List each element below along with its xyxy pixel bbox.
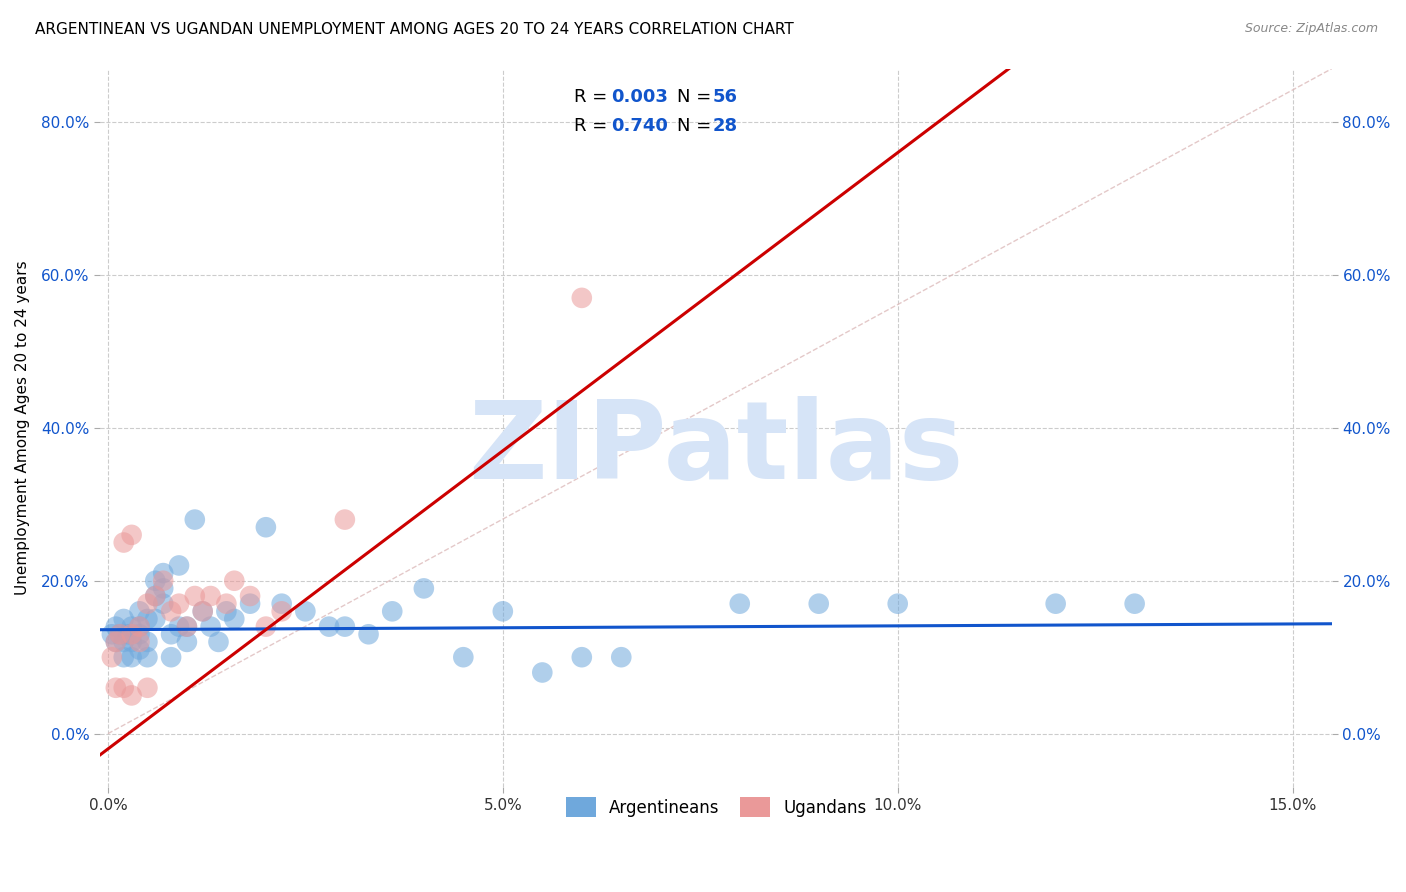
- Text: R =: R =: [575, 88, 613, 106]
- Point: [531, 665, 554, 680]
- Point: [270, 604, 292, 618]
- Point: [143, 589, 166, 603]
- Point: [112, 681, 135, 695]
- Point: [207, 635, 229, 649]
- Point: [136, 597, 159, 611]
- Point: [239, 597, 262, 611]
- Point: [381, 604, 404, 618]
- Text: 28: 28: [713, 117, 738, 135]
- Point: [152, 574, 174, 588]
- Point: [1123, 597, 1146, 611]
- Point: [412, 582, 434, 596]
- Point: [239, 589, 262, 603]
- Point: [167, 597, 190, 611]
- Point: [160, 650, 183, 665]
- Point: [143, 574, 166, 588]
- Point: [176, 619, 198, 633]
- Point: [270, 597, 292, 611]
- Point: [136, 635, 159, 649]
- Point: [160, 627, 183, 641]
- Point: [136, 612, 159, 626]
- Text: 56: 56: [713, 88, 737, 106]
- Point: [121, 627, 143, 641]
- Point: [571, 291, 593, 305]
- Point: [152, 566, 174, 580]
- Point: [176, 619, 198, 633]
- Point: [104, 681, 127, 695]
- Text: Source: ZipAtlas.com: Source: ZipAtlas.com: [1244, 22, 1378, 36]
- Point: [224, 612, 246, 626]
- Point: [136, 650, 159, 665]
- Point: [104, 635, 127, 649]
- Point: [728, 597, 751, 611]
- Point: [112, 612, 135, 626]
- Point: [128, 635, 150, 649]
- Point: [1045, 597, 1067, 611]
- Point: [254, 520, 277, 534]
- Point: [215, 597, 238, 611]
- Point: [191, 604, 214, 618]
- Point: [167, 558, 190, 573]
- Point: [112, 535, 135, 549]
- Point: [117, 627, 139, 641]
- Point: [121, 528, 143, 542]
- Point: [254, 619, 277, 633]
- Point: [112, 635, 135, 649]
- Legend: Argentineans, Ugandans: Argentineans, Ugandans: [558, 789, 875, 826]
- Text: ARGENTINEAN VS UGANDAN UNEMPLOYMENT AMONG AGES 20 TO 24 YEARS CORRELATION CHART: ARGENTINEAN VS UGANDAN UNEMPLOYMENT AMON…: [35, 22, 794, 37]
- Point: [104, 635, 127, 649]
- Point: [108, 627, 131, 641]
- Point: [121, 635, 143, 649]
- Point: [200, 619, 222, 633]
- Point: [571, 650, 593, 665]
- Point: [333, 619, 356, 633]
- Point: [453, 650, 475, 665]
- Point: [108, 627, 131, 641]
- Point: [318, 619, 340, 633]
- Point: [136, 681, 159, 695]
- Point: [191, 604, 214, 618]
- Text: ZIPatlas: ZIPatlas: [468, 396, 963, 502]
- Point: [121, 619, 143, 633]
- Point: [143, 612, 166, 626]
- Point: [121, 627, 143, 641]
- Point: [143, 589, 166, 603]
- Point: [357, 627, 380, 641]
- Point: [121, 650, 143, 665]
- Text: N =: N =: [676, 117, 717, 135]
- Point: [152, 597, 174, 611]
- Point: [215, 604, 238, 618]
- Point: [128, 619, 150, 633]
- Point: [886, 597, 908, 611]
- Point: [807, 597, 830, 611]
- Point: [101, 627, 124, 641]
- Point: [128, 642, 150, 657]
- Point: [167, 619, 190, 633]
- Point: [101, 650, 124, 665]
- Point: [128, 604, 150, 618]
- Point: [112, 650, 135, 665]
- Point: [176, 635, 198, 649]
- Point: [121, 689, 143, 703]
- Text: N =: N =: [676, 88, 717, 106]
- Text: R =: R =: [575, 117, 613, 135]
- Point: [152, 582, 174, 596]
- Text: 0.003: 0.003: [612, 88, 668, 106]
- Point: [128, 619, 150, 633]
- Point: [104, 619, 127, 633]
- Text: 0.740: 0.740: [612, 117, 668, 135]
- Point: [294, 604, 316, 618]
- Point: [184, 589, 207, 603]
- Point: [224, 574, 246, 588]
- Point: [333, 512, 356, 526]
- Point: [200, 589, 222, 603]
- Point: [128, 627, 150, 641]
- Point: [492, 604, 515, 618]
- Y-axis label: Unemployment Among Ages 20 to 24 years: Unemployment Among Ages 20 to 24 years: [15, 260, 30, 595]
- Point: [160, 604, 183, 618]
- Point: [184, 512, 207, 526]
- Point: [610, 650, 633, 665]
